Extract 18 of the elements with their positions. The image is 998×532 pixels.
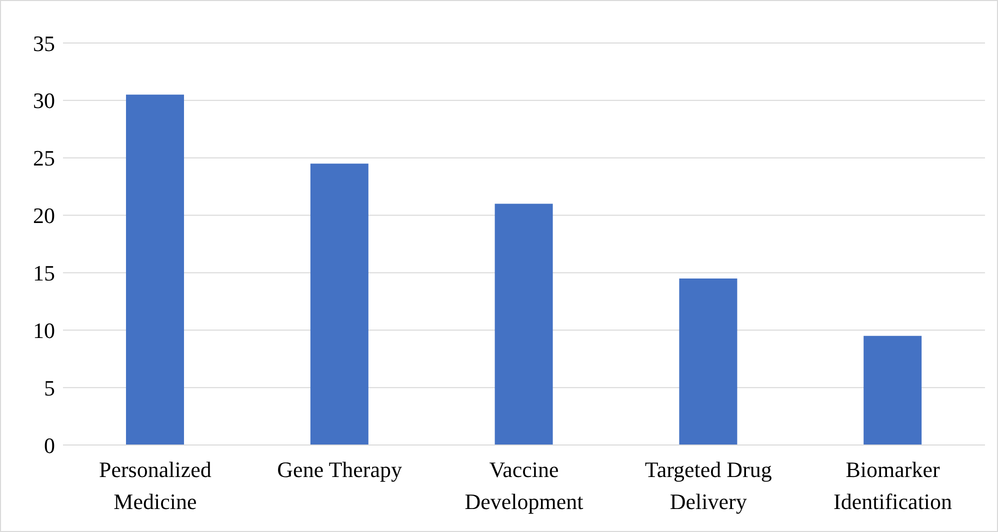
x-tick-label: Targeted Drug Delivery <box>644 457 772 514</box>
x-tick-label: Gene Therapy <box>277 457 402 482</box>
x-tick-label: Personalized Medicine <box>98 457 212 514</box>
y-tick-label: 35 <box>33 30 55 56</box>
bar <box>864 336 922 445</box>
y-tick-label: 20 <box>33 203 55 228</box>
x-tick-label: Biomarker Identification <box>834 457 952 514</box>
bar <box>126 94 184 445</box>
bar <box>494 204 553 445</box>
x-tick-label: Vaccine Development <box>464 457 584 514</box>
y-tick-label: 15 <box>33 260 55 286</box>
y-tick-label: 10 <box>33 318 55 343</box>
y-tick-label: 25 <box>33 146 55 171</box>
y-tick-label: 30 <box>33 88 55 114</box>
bar <box>679 278 738 445</box>
y-tick-label: 0 <box>44 432 55 458</box>
y-tick-label: 5 <box>44 375 55 400</box>
bar <box>310 164 368 445</box>
